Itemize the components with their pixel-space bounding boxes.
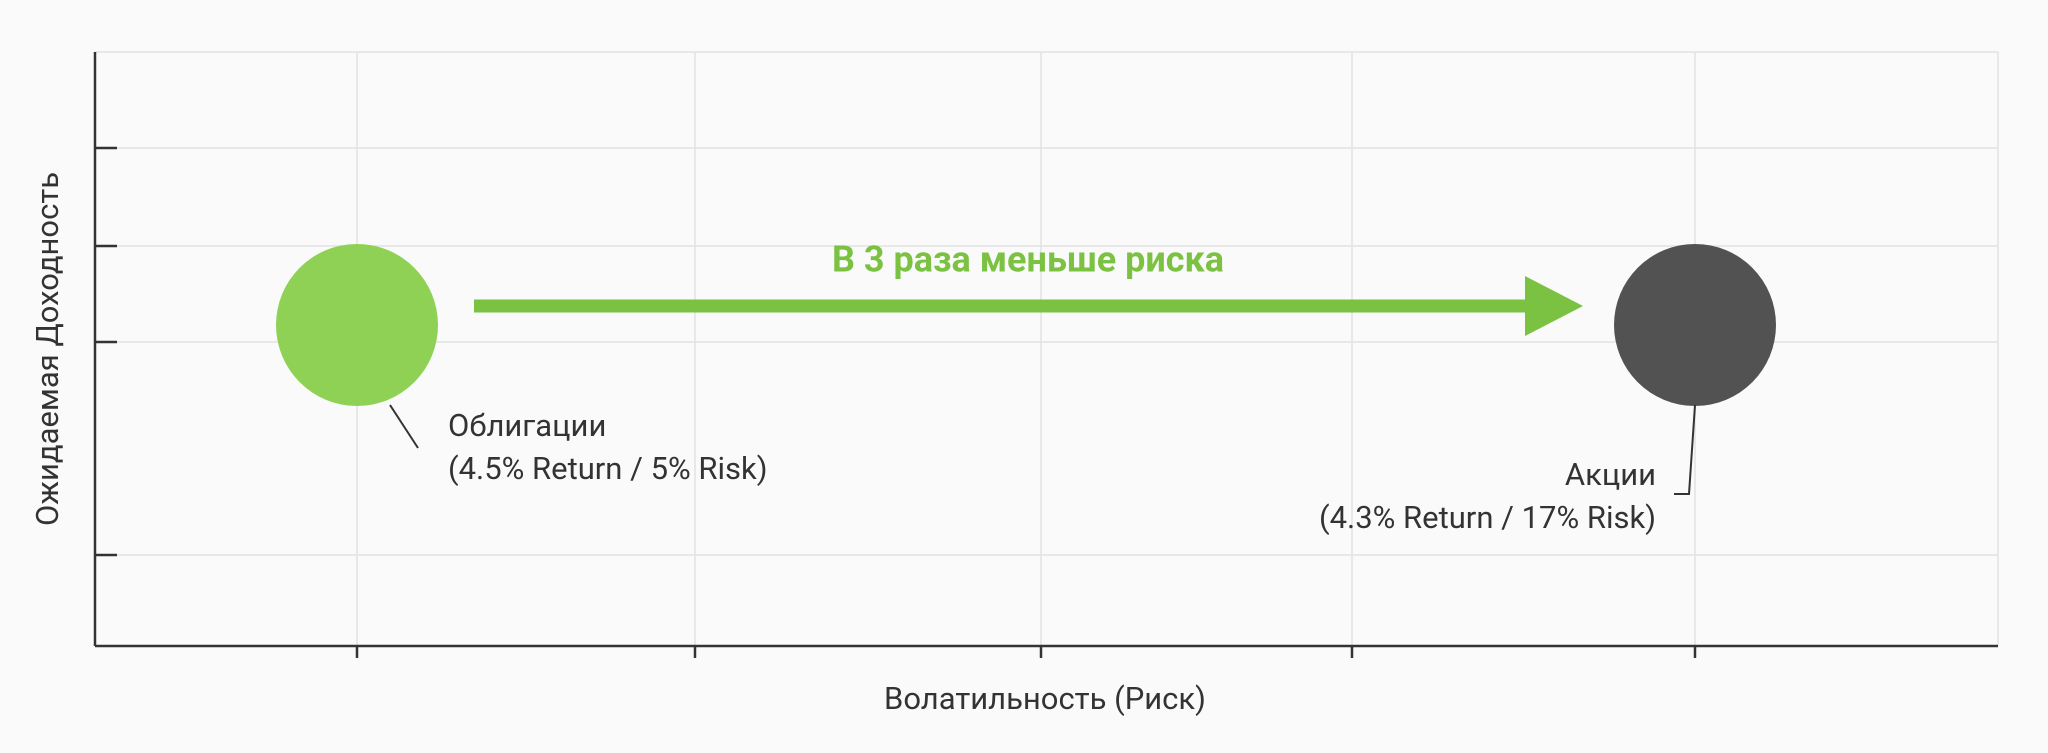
point-detail: (4.3% Return / 17% Risk) <box>1319 499 1656 536</box>
y-axis-label: Ожидаемая Доходность <box>29 172 66 526</box>
point-detail: (4.5% Return / 5% Risk) <box>448 450 768 487</box>
axes <box>93 52 1998 658</box>
arrow-head <box>1525 276 1583 336</box>
bonds-circle <box>276 244 438 406</box>
leader-line <box>1674 404 1696 495</box>
arrow-label: В 3 раза меньше риска <box>832 239 1224 281</box>
stocks-circle <box>1614 244 1776 406</box>
point-name: Акции <box>1565 456 1656 493</box>
arrow <box>474 276 1583 336</box>
point-name: Облигации <box>448 407 606 444</box>
x-axis-label: Волатильность (Риск) <box>884 680 1206 717</box>
leader-line <box>389 404 419 449</box>
